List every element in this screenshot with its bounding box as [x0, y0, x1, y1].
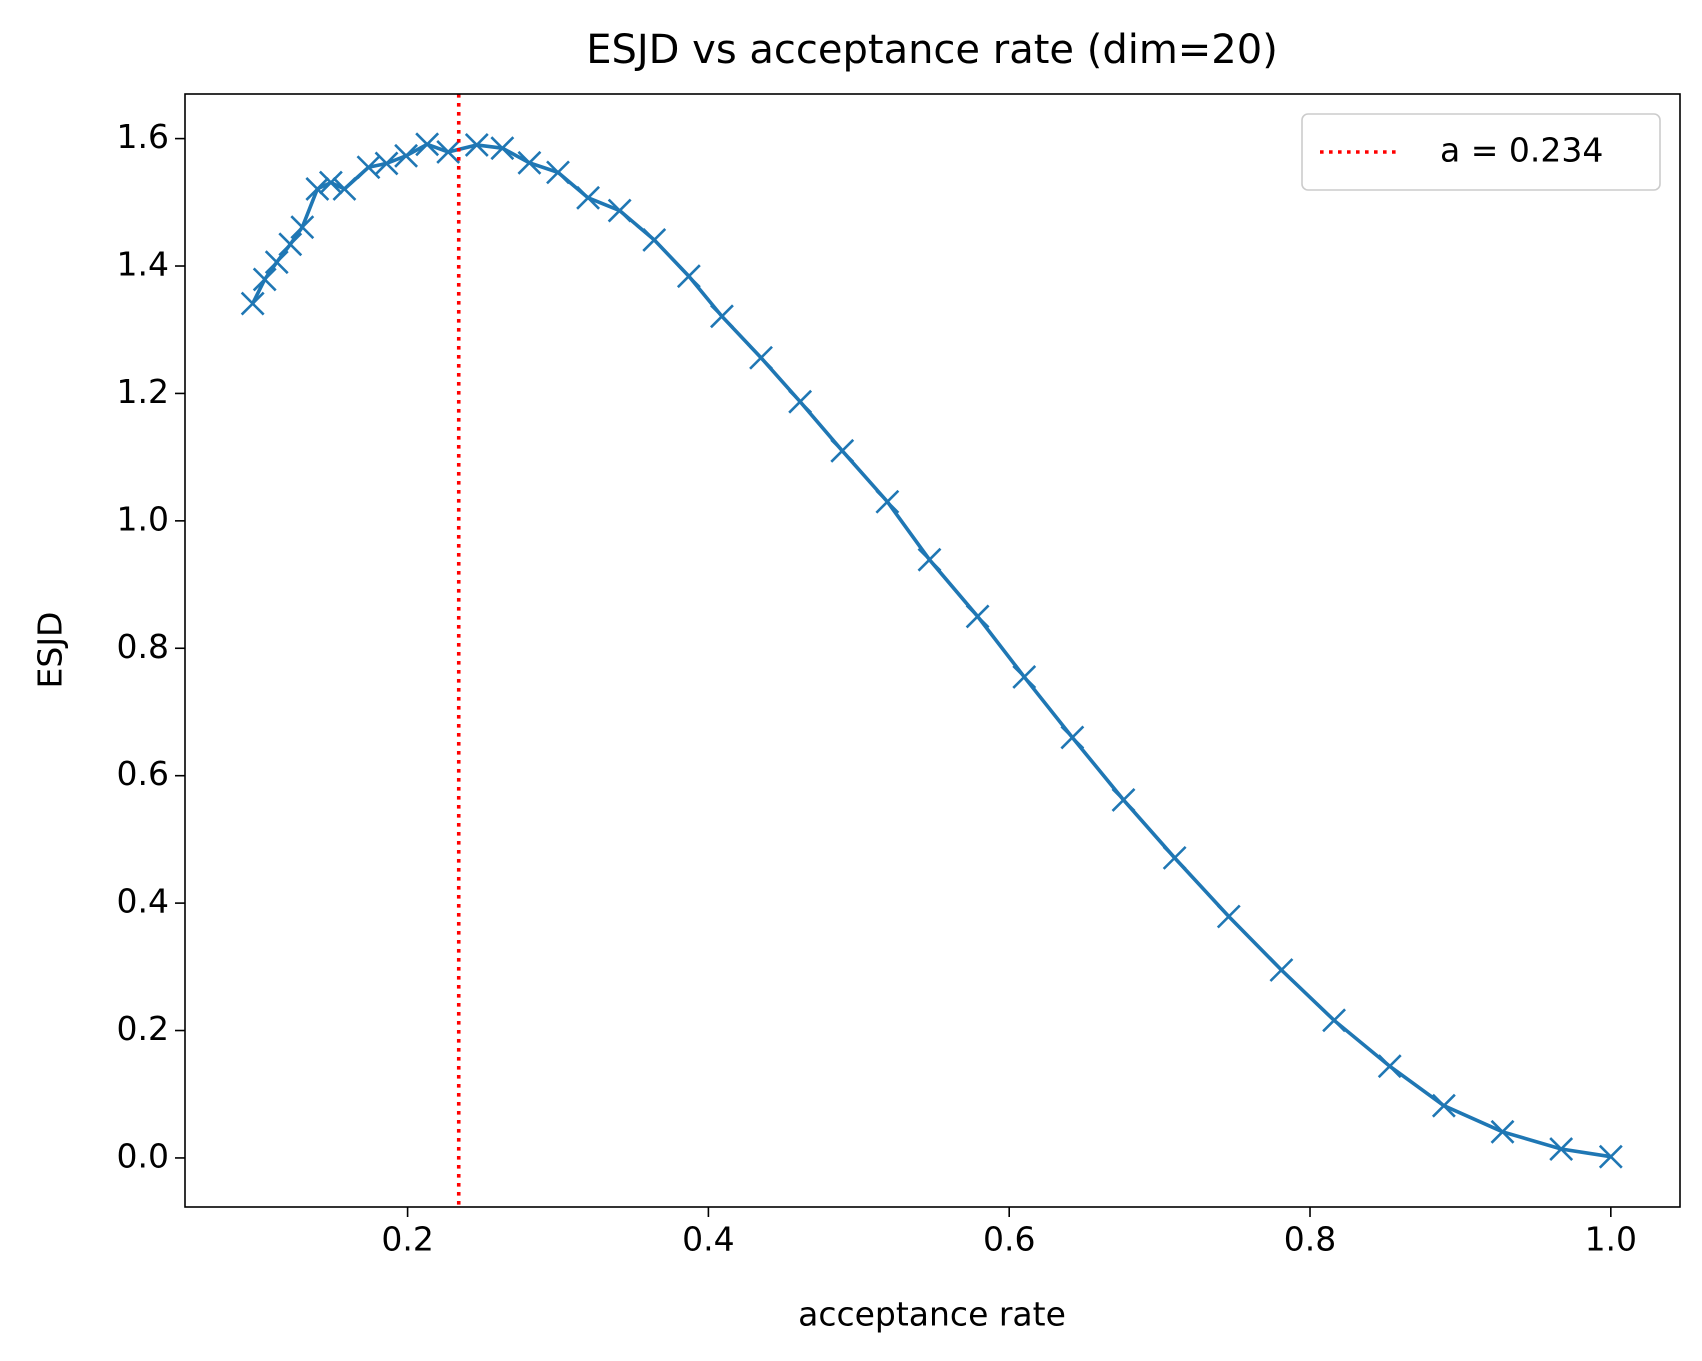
marker: [464, 133, 489, 157]
y-tick-label: 1.6: [117, 117, 169, 156]
marker: [1012, 665, 1037, 689]
marker: [290, 215, 315, 240]
marker: [965, 604, 990, 629]
marker: [607, 198, 632, 223]
marker: [1377, 1054, 1402, 1079]
marker: [788, 389, 813, 414]
marker: [710, 304, 734, 329]
chart-title: ESJD vs acceptance rate (dim=20): [586, 27, 1278, 73]
marker: [318, 170, 343, 195]
y-axis-label: ESJD: [31, 612, 70, 689]
marker: [1269, 958, 1294, 982]
marker: [278, 232, 303, 257]
y-tick-label: 1.4: [117, 245, 169, 284]
marker: [394, 143, 419, 168]
marker: [1490, 1119, 1515, 1144]
legend-box: [1301, 113, 1661, 191]
marker: [436, 140, 461, 164]
marker: [642, 227, 667, 252]
marker: [1060, 725, 1085, 750]
marker: [1216, 904, 1241, 929]
data-line: [251, 142, 1612, 1159]
marker: [1431, 1093, 1456, 1118]
x-tick-label: 0.6: [983, 1220, 1035, 1259]
marker: [517, 150, 542, 175]
x-tick-label: 0.2: [381, 1220, 433, 1259]
marker: [875, 489, 900, 514]
marker: [917, 547, 942, 572]
marker: [546, 160, 570, 185]
marker: [1162, 845, 1187, 870]
legend-label: a = 0.234: [1440, 131, 1603, 170]
marker: [1598, 1144, 1623, 1169]
y-tick-label: 0.4: [117, 882, 169, 921]
axes-frame: [184, 93, 1681, 1208]
x-tick-label: 0.8: [1284, 1220, 1336, 1259]
marker: [490, 136, 515, 161]
y-tick-label: 0.0: [117, 1136, 169, 1175]
marker: [576, 185, 600, 210]
marker: [749, 345, 773, 370]
marker: [305, 177, 330, 201]
marker: [264, 250, 289, 275]
marker: [374, 151, 399, 176]
x-tick-label: 0.4: [682, 1220, 734, 1259]
marker: [1549, 1137, 1574, 1161]
marker: [415, 132, 440, 157]
marker: [1322, 1008, 1346, 1033]
x-axis-label: acceptance rate: [798, 1295, 1066, 1334]
y-tick-label: 0.8: [117, 627, 169, 666]
marker: [252, 267, 277, 292]
marker: [332, 177, 357, 201]
y-tick-label: 1.0: [117, 499, 169, 538]
y-tick-label: 0.2: [117, 1009, 169, 1048]
y-tick-label: 1.2: [117, 372, 169, 411]
marker: [676, 264, 701, 289]
x-tick-label: 1.0: [1585, 1220, 1637, 1259]
y-tick-label: 0.6: [117, 754, 169, 793]
marker: [1111, 787, 1136, 812]
marker: [240, 291, 265, 316]
marker: [830, 438, 855, 463]
